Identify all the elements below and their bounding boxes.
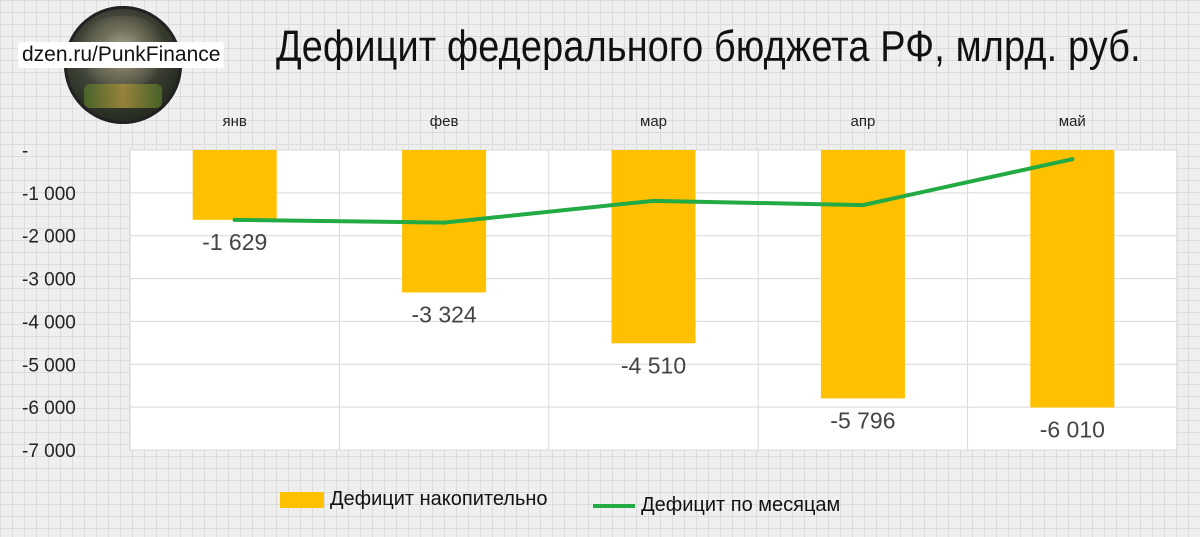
data-labels: -1 629 -3 324 -4 510 -5 796 -6 010: [202, 229, 1105, 443]
y-tick-label: -5 000: [22, 355, 76, 376]
legend-item-cumulative: Дефицит накопительно: [280, 488, 548, 511]
data-label: -4 510: [621, 352, 686, 378]
data-label: -1 629: [202, 229, 267, 255]
bar: [820, 150, 905, 399]
bar: [611, 150, 696, 344]
y-tick-label: -: [22, 141, 28, 162]
y-tick-label: -1 000: [22, 184, 76, 205]
line-point: [1070, 157, 1075, 162]
legend-label-cumulative: Дефицит накопительно: [330, 488, 548, 510]
line-point: [232, 217, 237, 222]
line-point: [651, 198, 656, 203]
y-tick-label: -2 000: [22, 227, 76, 248]
x-tick-label: фев: [430, 113, 459, 130]
x-axis-categories: янв фев мар апр май: [223, 113, 1086, 130]
legend: Дефицит накопительно Дефицит по месяцам: [280, 488, 880, 517]
y-tick-label: -3 000: [22, 270, 76, 291]
line-point: [860, 203, 865, 208]
y-tick-label: -7 000: [22, 441, 76, 462]
y-tick-label: -6 000: [22, 398, 76, 419]
line-point: [442, 220, 447, 225]
brand-label: dzen.ru/PunkFinance: [18, 42, 225, 68]
data-label: -6 010: [1040, 417, 1105, 443]
x-tick-label: май: [1059, 113, 1086, 130]
y-tick-label: -4 000: [22, 312, 76, 333]
x-tick-label: мар: [640, 113, 667, 130]
legend-swatch-line: [593, 503, 636, 508]
bar: [1030, 150, 1115, 408]
line-series: [232, 157, 1075, 225]
x-tick-label: янв: [223, 113, 247, 130]
y-axis-ticks: - -1 000 -2 000 -3 000 -4 000 -5 000 -6 000 -7 …: [22, 141, 76, 462]
legend-item-monthly: Дефицит по месяцам: [593, 494, 840, 517]
bars: [192, 150, 1115, 408]
x-tick-label: апр: [850, 113, 875, 130]
chart-title: Дефицит федерального бюджета РФ, млрд. р…: [276, 22, 1141, 71]
bar: [192, 150, 277, 220]
legend-swatch-bar: [280, 491, 324, 508]
data-label: -3 324: [411, 301, 476, 327]
data-label: -5 796: [830, 407, 895, 433]
legend-label-monthly: Дефицит по месяцам: [641, 494, 841, 516]
